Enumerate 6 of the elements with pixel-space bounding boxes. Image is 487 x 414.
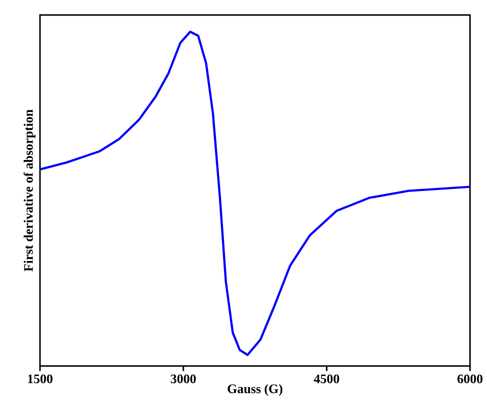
x-tick-label: 4500	[314, 374, 340, 384]
y-axis-title: First derivative of absorption	[24, 110, 36, 272]
x-tick-label: 1500	[28, 374, 52, 384]
x-tick-label: 3000	[170, 374, 196, 384]
x-axis-title: Gauss (G)	[228, 384, 282, 396]
x-tick-label: 6000	[457, 374, 482, 384]
